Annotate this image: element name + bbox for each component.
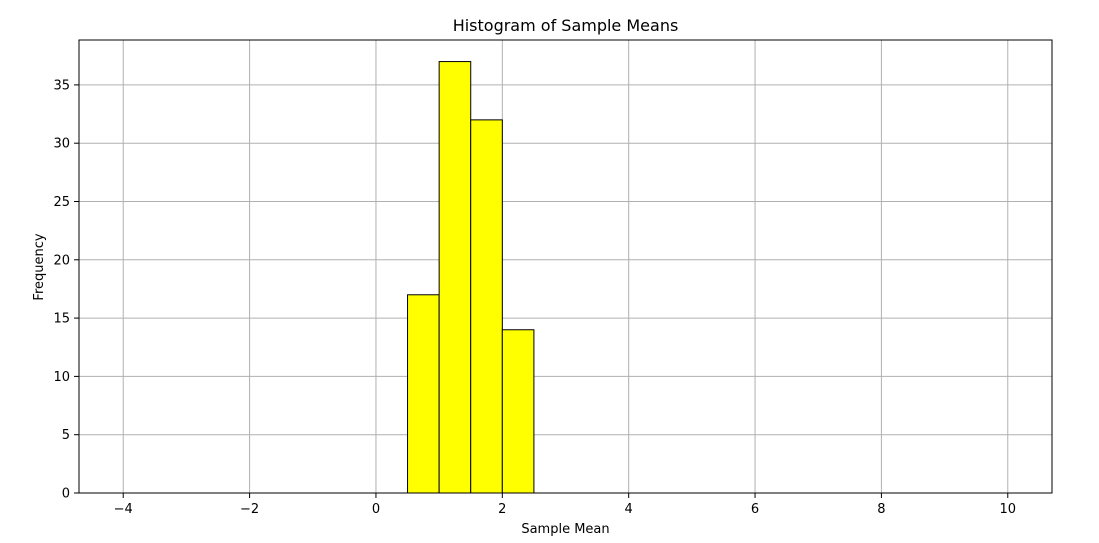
- y-tick-label: 35: [53, 78, 70, 93]
- x-tick-label: 0: [372, 502, 380, 517]
- x-axis-label: Sample Mean: [521, 522, 609, 537]
- plot-frame: [78, 39, 1053, 494]
- x-tick-label: 8: [877, 502, 885, 517]
- grid-lines: [79, 40, 1052, 494]
- x-tick-label: −4: [114, 502, 133, 517]
- x-tick-label: 10: [999, 502, 1016, 517]
- y-tick-label: 0: [62, 487, 70, 502]
- y-tick-label: 30: [53, 137, 70, 152]
- y-tick-label: 10: [53, 370, 70, 385]
- histogram-bar: [501, 329, 535, 494]
- y-tick-label: 25: [53, 195, 70, 210]
- histogram-bar: [470, 119, 503, 494]
- x-tick-label: 4: [625, 502, 633, 517]
- x-tick-label: 2: [498, 502, 506, 517]
- x-tick-label: 6: [751, 502, 759, 517]
- y-tick-label: 15: [53, 312, 70, 327]
- y-tick-label: 20: [53, 253, 70, 268]
- axis-ticks: −4 −2 0 2 4 6 8 10 0 5 10 15 20 25 30 35: [53, 78, 1016, 517]
- y-tick-label: 5: [62, 428, 70, 443]
- histogram-bar: [407, 294, 440, 494]
- histogram-bars: [407, 61, 535, 494]
- chart-title: Histogram of Sample Means: [453, 16, 679, 35]
- x-tick-label: −2: [240, 502, 259, 517]
- histogram-bar: [438, 61, 472, 494]
- y-axis-label: Frequency: [32, 233, 47, 300]
